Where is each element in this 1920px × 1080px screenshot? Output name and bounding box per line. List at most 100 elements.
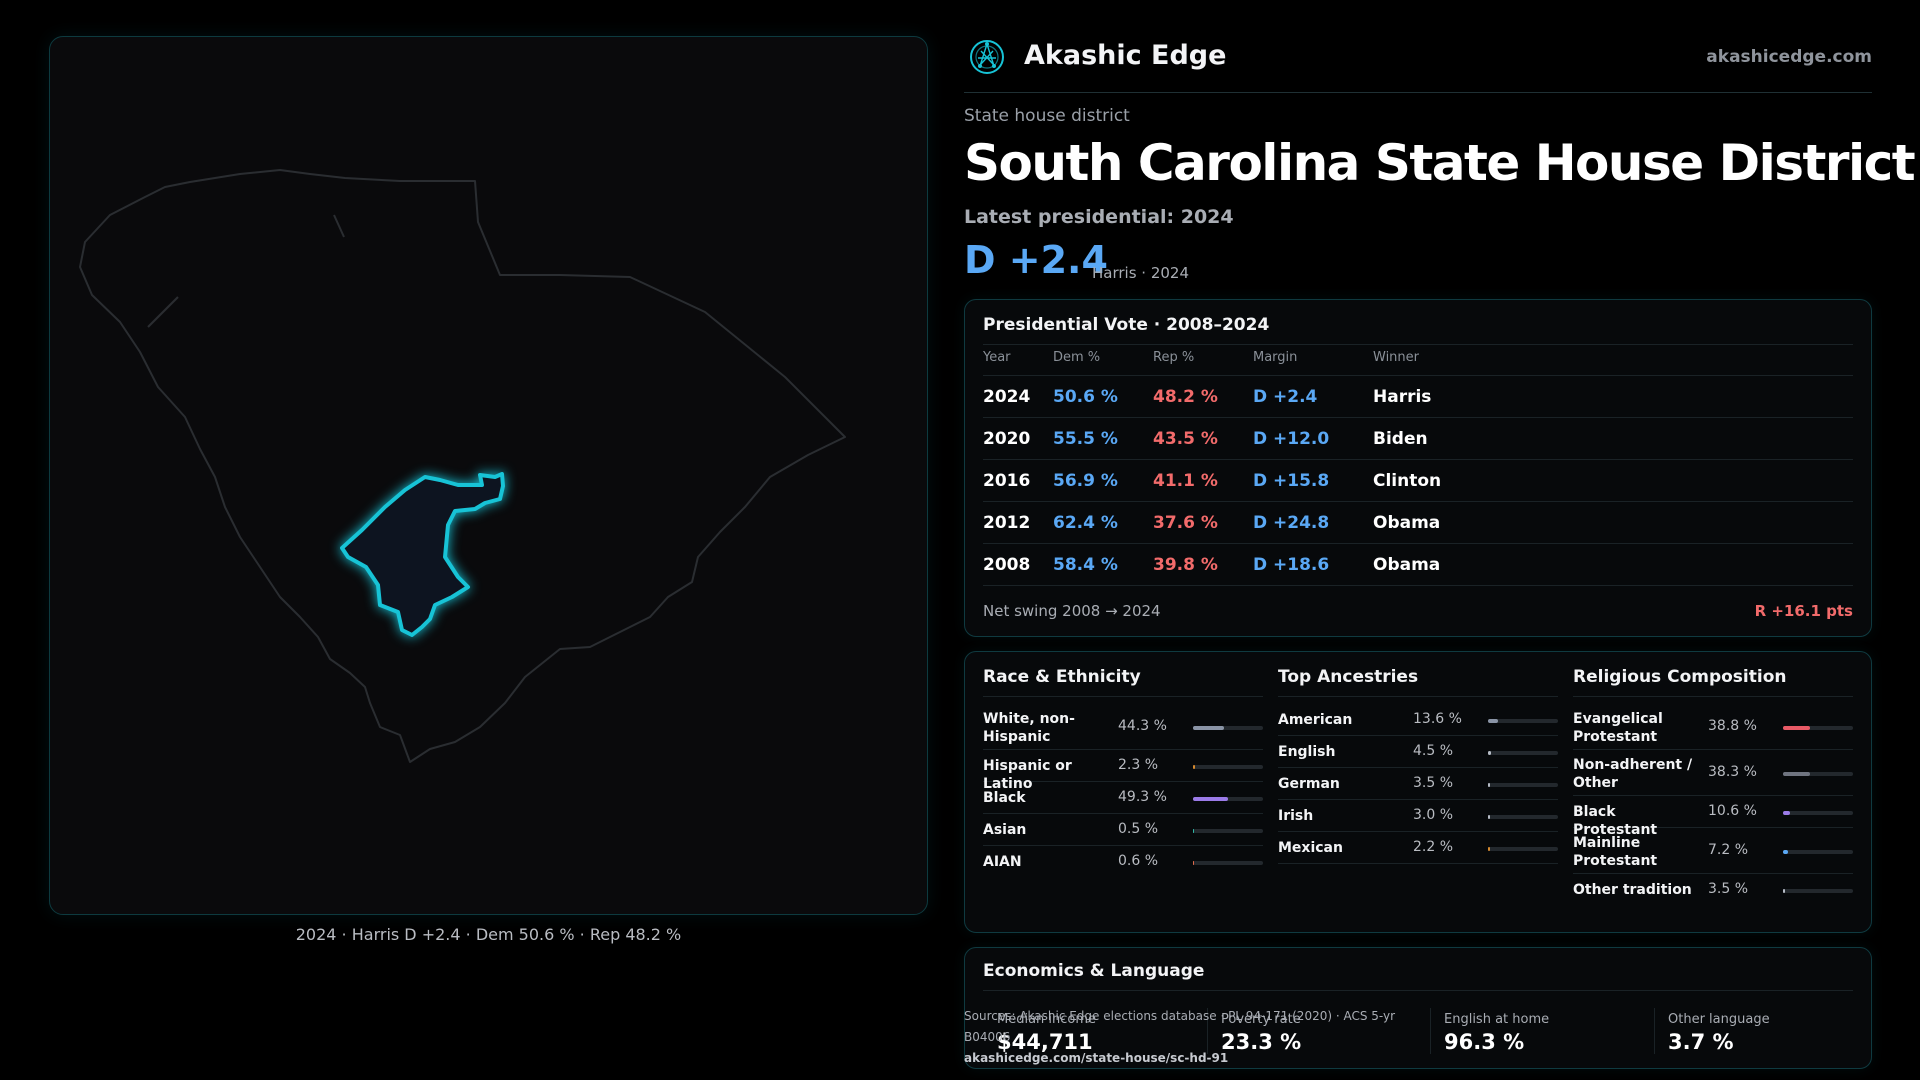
network-globe-icon[interactable]: [968, 38, 1006, 76]
religion-section: Religious Composition Evangelical Protes…: [1573, 652, 1853, 934]
bar-fill: [1193, 797, 1228, 801]
list-item: White, non-Hispanic 44.3 %: [983, 704, 1263, 750]
list-item: Mainline Protestant 7.2 %: [1573, 828, 1853, 874]
stat-other-language: Other language 3.7 %: [1654, 1004, 1864, 1058]
brand-url[interactable]: akashicedge.com: [1706, 47, 1872, 67]
stat-label: Poverty rate: [1221, 1012, 1301, 1027]
bar-track: [1193, 829, 1263, 833]
item-pct: 0.6 %: [1118, 853, 1159, 869]
bar-fill: [1488, 751, 1492, 755]
ancestry-title: Top Ancestries: [1278, 667, 1419, 687]
list-item: Other tradition 3.5 %: [1573, 874, 1853, 906]
cell-winner: Biden: [1373, 429, 1428, 449]
item-label: Hispanic or Latino: [983, 758, 1072, 792]
item-label: Other tradition: [1573, 882, 1692, 898]
race-title: Race & Ethnicity: [983, 667, 1141, 687]
state-outline: [79, 169, 846, 763]
cell-dem: 56.9 %: [1053, 471, 1118, 491]
stat-value: 96.3 %: [1444, 1030, 1525, 1054]
table-row[interactable]: 2020 55.5 % 43.5 % D +12.0 Biden: [983, 418, 1853, 460]
cell-winner: Clinton: [1373, 471, 1442, 491]
list-item: American 13.6 %: [1278, 704, 1558, 736]
cell-margin: D +24.8: [1253, 513, 1330, 533]
bar-track: [1193, 861, 1263, 865]
list-item: German 3.5 %: [1278, 768, 1558, 800]
bar-fill: [1488, 719, 1498, 723]
table-row[interactable]: 2024 50.6 % 48.2 % D +2.4 Harris: [983, 376, 1853, 418]
cell-margin: D +18.6: [1253, 555, 1330, 575]
item-pct: 2.2 %: [1413, 839, 1454, 855]
divider: [1278, 696, 1558, 697]
stat-label: Median income: [997, 1012, 1097, 1027]
bar-fill: [1783, 850, 1789, 854]
bar-fill: [1783, 726, 1811, 730]
stat-value: 23.3 %: [1221, 1030, 1302, 1054]
district-91-boundary[interactable]: [340, 472, 505, 637]
bar-fill: [1193, 861, 1195, 865]
cell-winner: Obama: [1373, 513, 1441, 533]
bar-track: [1783, 811, 1853, 815]
divider: [1430, 1008, 1431, 1054]
item-pct: 3.5 %: [1708, 881, 1749, 897]
cell-dem: 50.6 %: [1053, 387, 1118, 407]
cell-dem: 55.5 %: [1053, 429, 1118, 449]
divider: [1207, 1008, 1208, 1054]
list-item: Evangelical Protestant 38.8 %: [1573, 704, 1853, 750]
stat-label: Other language: [1668, 1012, 1770, 1027]
cell-margin: D +12.0: [1253, 429, 1330, 449]
table-row[interactable]: 2016 56.9 % 41.1 % D +15.8 Clinton: [983, 460, 1853, 502]
divider: [983, 696, 1263, 697]
cell-year: 2024: [983, 387, 1031, 407]
cell-year: 2020: [983, 429, 1031, 449]
list-item: Hispanic or Latino 2.3 %: [983, 750, 1263, 792]
latest-margin-sub: Harris · 2024: [1092, 264, 1190, 282]
latest-margin: D +2.4: [964, 238, 1108, 282]
stat-value: $44,711: [997, 1030, 1093, 1054]
list-item: Non-adherent / Other 38.3 %: [1573, 750, 1853, 796]
bar-track: [1193, 765, 1263, 769]
table-row[interactable]: 2008 58.4 % 39.8 % D +18.6 Obama: [983, 544, 1853, 586]
item-label: Irish: [1278, 808, 1314, 824]
cell-rep: 41.1 %: [1153, 471, 1218, 491]
list-item: Black Protestant 10.6 %: [1573, 796, 1853, 838]
item-pct: 0.5 %: [1118, 821, 1159, 837]
bar-fill: [1783, 811, 1791, 815]
bar-track: [1488, 719, 1558, 723]
district-map[interactable]: [49, 36, 928, 915]
item-label: Mainline Protestant: [1573, 835, 1658, 869]
cell-year: 2016: [983, 471, 1031, 491]
item-pct: 38.3 %: [1708, 764, 1757, 780]
cell-year: 2012: [983, 513, 1031, 533]
divider: [983, 344, 1853, 345]
bar-fill: [1488, 783, 1491, 787]
item-pct: 38.8 %: [1708, 718, 1757, 734]
item-label: AIAN: [983, 854, 1022, 870]
col-header-margin: Margin: [1253, 350, 1298, 365]
county-line: [147, 296, 179, 328]
bar-track: [1783, 726, 1853, 730]
item-label: English: [1278, 744, 1336, 760]
state-outline-map: [79, 169, 846, 763]
item-label: Non-adherent / Other: [1573, 757, 1693, 791]
cell-winner: Obama: [1373, 555, 1441, 575]
cell-year: 2008: [983, 555, 1031, 575]
item-label: Black: [983, 790, 1026, 806]
source-url[interactable]: akashicedge.com/state-house/sc-hd-91: [964, 1051, 1229, 1065]
table-row[interactable]: 2012 62.4 % 37.6 % D +24.8 Obama: [983, 502, 1853, 544]
latest-presidential-label: Latest presidential: 2024: [964, 206, 1234, 228]
list-item: Asian 0.5 %: [983, 814, 1263, 846]
col-header-dem: Dem %: [1053, 350, 1101, 365]
col-header-winner: Winner: [1373, 350, 1420, 365]
brand-name[interactable]: Akashic Edge: [1024, 40, 1227, 71]
cell-rep: 48.2 %: [1153, 387, 1218, 407]
source-footer: Sources: Akashic Edge elections database…: [964, 1006, 1434, 1069]
bar-fill: [1783, 889, 1786, 893]
economics-card: Economics & Language Median income $44,7…: [964, 947, 1872, 1069]
item-label: Black Protestant: [1573, 804, 1658, 838]
item-pct: 10.6 %: [1708, 803, 1757, 819]
net-swing-label: Net swing 2008 → 2024: [983, 602, 1161, 620]
stat-poverty-rate: Poverty rate 23.3 %: [1207, 1004, 1417, 1058]
district-kicker: State house district: [964, 106, 1130, 126]
item-pct: 2.3 %: [1118, 757, 1159, 773]
bar-fill: [1488, 847, 1490, 851]
